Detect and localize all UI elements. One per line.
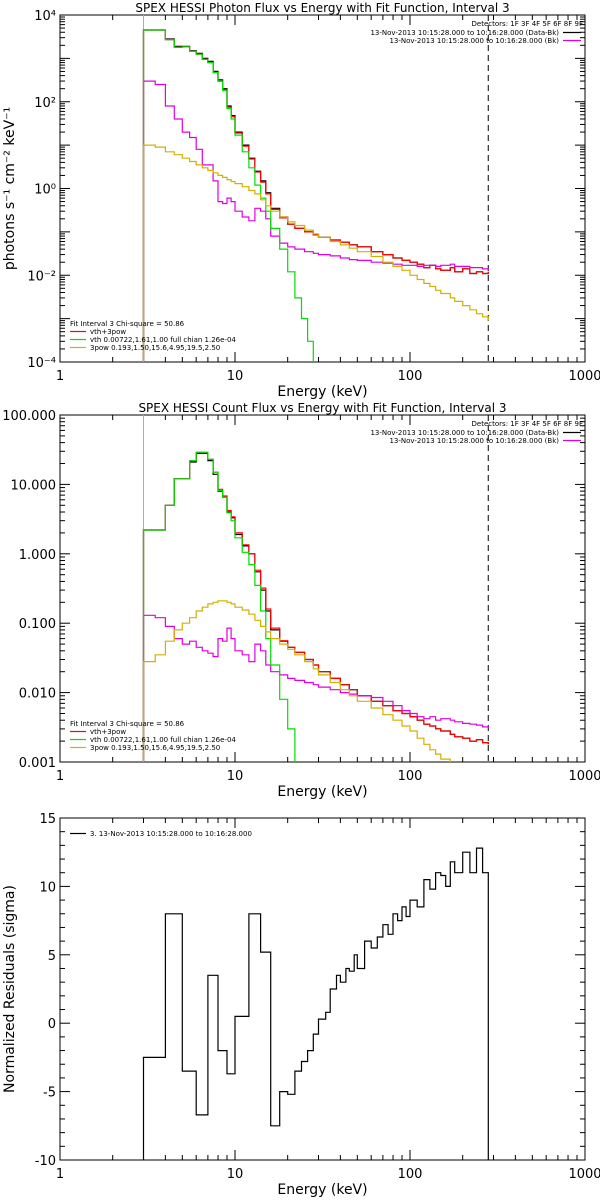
x-tick-label: 10 xyxy=(227,369,244,384)
x-tick-label: 10 xyxy=(227,769,244,784)
legend-left-entry: vth+3pow xyxy=(90,728,126,736)
y-tick-label: 10⁰ xyxy=(34,183,56,198)
y-tick-label: 10⁻² xyxy=(27,269,56,284)
y-tick-label: 10⁻⁴ xyxy=(27,356,56,371)
series-group xyxy=(142,847,489,1160)
legend-detectors: Detectors: 1F 3F 4F 5F 6F 8F 9F xyxy=(472,20,583,28)
legend-right-entry: 13-Nov-2013 10:15:28.000 to 10:16:28.000… xyxy=(370,29,559,37)
x-tick-label: 1000 xyxy=(568,769,600,784)
x-tick-label: 1 xyxy=(56,1167,64,1182)
y-tick-label: 0.010 xyxy=(19,687,56,702)
plot-frame xyxy=(59,14,586,363)
y-tick-label: 10.000 xyxy=(11,478,57,493)
x-tick-label: 1 xyxy=(56,369,64,384)
x-tick-label: 1000 xyxy=(568,369,600,384)
series-bk xyxy=(142,80,489,362)
legend-left-entry: vth+3pow xyxy=(90,328,126,336)
x-tick-label: 10 xyxy=(227,1167,244,1182)
x-tick-label: 100 xyxy=(398,769,423,784)
series-data-bk xyxy=(142,29,489,362)
legend-fit-header: Fit Interval 3 Chi-square = 50.86 xyxy=(70,720,185,728)
chart-2: 1 10 100 1000 0.001 0.010 0.100 1.000 10.000 100.… xyxy=(2,401,600,800)
legend-left-entry: 3pow 0.193,1.50,15.6,4.95,19.5,2.50 xyxy=(90,744,220,752)
series-group xyxy=(142,29,489,362)
plot-frame xyxy=(59,817,586,1161)
series-group xyxy=(142,451,489,762)
series-vth xyxy=(142,29,314,362)
y-tick-label: 10² xyxy=(34,96,56,111)
y-tick-label: 10 xyxy=(39,880,56,895)
y-tick-label: 15 xyxy=(39,812,56,827)
legend-right-entry: 13-Nov-2013 10:15:28.000 to 10:16:28.000… xyxy=(370,429,559,437)
x-tick-label: 100 xyxy=(398,1167,423,1182)
series-3pow xyxy=(142,600,451,762)
chart-title: SPEX HESSI Photon Flux vs Energy with Fi… xyxy=(135,1,509,15)
series-residuals xyxy=(142,847,489,1160)
legend-left-entry: vth 0.00722,1.61,1.00 full chian 1.26e-0… xyxy=(90,736,236,744)
legend-left-entry: vth 0.00722,1.61,1.00 full chian 1.26e-0… xyxy=(90,336,236,344)
x-axis-label: Energy (keV) xyxy=(277,384,367,400)
legend-left-entry: 3pow 0.193,1.50,15.6,4.95,19.5,2.50 xyxy=(90,344,220,352)
y-axis-label: photons s⁻¹ cm⁻² keV⁻¹ xyxy=(2,107,18,270)
plot-frame xyxy=(59,414,586,763)
x-axis-label: Energy (keV) xyxy=(277,1182,367,1198)
chart-1: 1 10 100 1000 10⁻⁴ 10⁻² 10⁰ 10² 10⁴ SPEX HESSI Ph… xyxy=(2,1,600,400)
x-tick-label: 1 xyxy=(56,769,64,784)
y-tick-label: 100.000 xyxy=(2,409,56,424)
y-tick-label: 0 xyxy=(48,1017,56,1032)
y-tick-label: 5 xyxy=(48,949,56,964)
legend-detectors: Detectors: 1F 3F 4F 5F 6F 8F 9F xyxy=(472,420,583,428)
series-vth+3pow xyxy=(142,451,489,762)
series-vth+3pow xyxy=(142,29,489,362)
legend-right-entry: 13-Nov-2013 10:15:28.000 to 10:16:28.000… xyxy=(389,437,559,445)
y-tick-label: 0.100 xyxy=(19,617,56,632)
legend-right-entry: 13-Nov-2013 10:15:28.000 to 10:16:28.000… xyxy=(389,37,559,45)
series-vth xyxy=(142,451,296,762)
x-axis-label: Energy (keV) xyxy=(277,784,367,800)
y-tick-label: 10⁴ xyxy=(34,9,56,24)
chart-3: 1 10 100 1000 -10 -5 0 5 10 15 Energy (keV) Normali… xyxy=(2,812,600,1198)
x-tick-label: 100 xyxy=(398,369,423,384)
series-3pow xyxy=(142,144,489,362)
series-bk xyxy=(142,614,489,762)
y-tick-label: -10 xyxy=(35,1154,56,1169)
legend-fit-header: Fit Interval 3 Chi-square = 50.86 xyxy=(70,320,185,328)
y-axis-label: Normalized Residuals (sigma) xyxy=(2,885,18,1093)
y-tick-label: 0.001 xyxy=(19,756,56,771)
chart-title: SPEX HESSI Count Flux vs Energy with Fit… xyxy=(138,401,506,415)
series-data-bk xyxy=(142,452,489,762)
x-tick-label: 1000 xyxy=(568,1167,600,1182)
y-tick-label: 1.000 xyxy=(19,548,56,563)
legend-left-entry: 3. 13-Nov-2013 10:15:28.000 to 10:16:28.… xyxy=(90,830,252,838)
y-tick-label: -5 xyxy=(43,1086,56,1101)
